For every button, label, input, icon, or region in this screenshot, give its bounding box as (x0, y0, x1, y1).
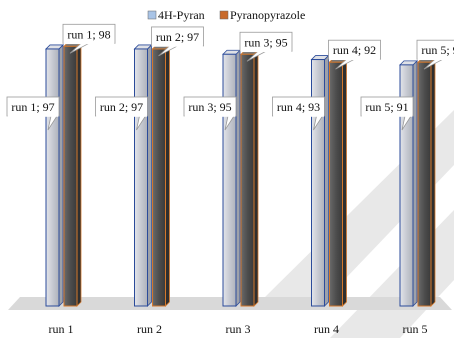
legend-label-4h-pyran: 4H-Pyran (158, 8, 205, 22)
x-tick-labels: run 1 run 2 run 3 run 4 run 5 (49, 322, 428, 336)
data-label-pyranopyrazole-run-5: run 5; 92 (416, 39, 454, 70)
data-label-text: run 3; 95 (188, 100, 231, 114)
bar-pyranopyrazole-run-1 (63, 41, 82, 307)
bar-pyranopyrazole-run-3 (240, 49, 259, 307)
legend-swatch-4h-pyran (147, 10, 157, 20)
x-tick-label-run-5: run 5 (403, 322, 428, 336)
bar-pyranopyrazole-run-5 (417, 57, 436, 307)
bar-4h-pyran-run-1 (45, 43, 64, 307)
data-label-text: run 5; 91 (365, 100, 408, 114)
data-label-4h-pyran-run-4: run 4; 93 (272, 96, 325, 131)
x-tick-label-run-3: run 3 (226, 322, 251, 336)
legend: 4H-Pyran Pyranopyrazole (147, 8, 305, 22)
data-label-text: run 3; 95 (244, 35, 287, 49)
data-label-text: run 4; 92 (333, 43, 376, 57)
bar-4h-pyran-run-3 (222, 49, 241, 307)
data-label-text: run 4; 93 (277, 100, 320, 114)
data-label-4h-pyran-run-3: run 3; 95 (183, 96, 237, 131)
data-label-4h-pyran-run-5: run 5; 91 (360, 96, 414, 131)
bar-4h-pyran-run-2 (133, 43, 153, 307)
data-label-pyranopyrazole-run-3: run 3; 95 (239, 31, 293, 62)
data-label-text: run 1; 98 (67, 27, 110, 41)
bar-pyranopyrazole-run-4 (328, 57, 348, 307)
data-label-pyranopyrazole-run-1: run 1; 98 (62, 23, 116, 54)
bars-group (45, 41, 436, 307)
legend-swatch-pyranopyrazole (219, 10, 229, 20)
data-label-text: run 2; 97 (156, 30, 199, 44)
data-label-pyranopyrazole-run-2: run 2; 97 (151, 26, 204, 57)
x-tick-label-run-2: run 2 (137, 322, 162, 336)
bar-4h-pyran-run-4 (310, 54, 330, 307)
x-tick-label-run-1: run 1 (49, 322, 74, 336)
data-label-pyranopyrazole-run-4: run 4; 92 (328, 39, 381, 70)
data-label-text: run 1; 97 (11, 100, 54, 114)
x-tick-label-run-4: run 4 (314, 322, 339, 336)
legend-label-pyranopyrazole: Pyranopyrazole (230, 8, 305, 22)
bar-pyranopyrazole-run-2 (151, 43, 171, 307)
data-label-text: run 2; 97 (100, 100, 143, 114)
data-label-4h-pyran-run-2: run 2; 97 (95, 96, 148, 131)
data-label-text: run 5; 92 (421, 43, 454, 57)
data-label-4h-pyran-run-1: run 1; 97 (6, 96, 60, 131)
data-labels-group: run 1; 97 run 2; 97 run 3; 95 run 4; 93 run … (6, 23, 454, 131)
